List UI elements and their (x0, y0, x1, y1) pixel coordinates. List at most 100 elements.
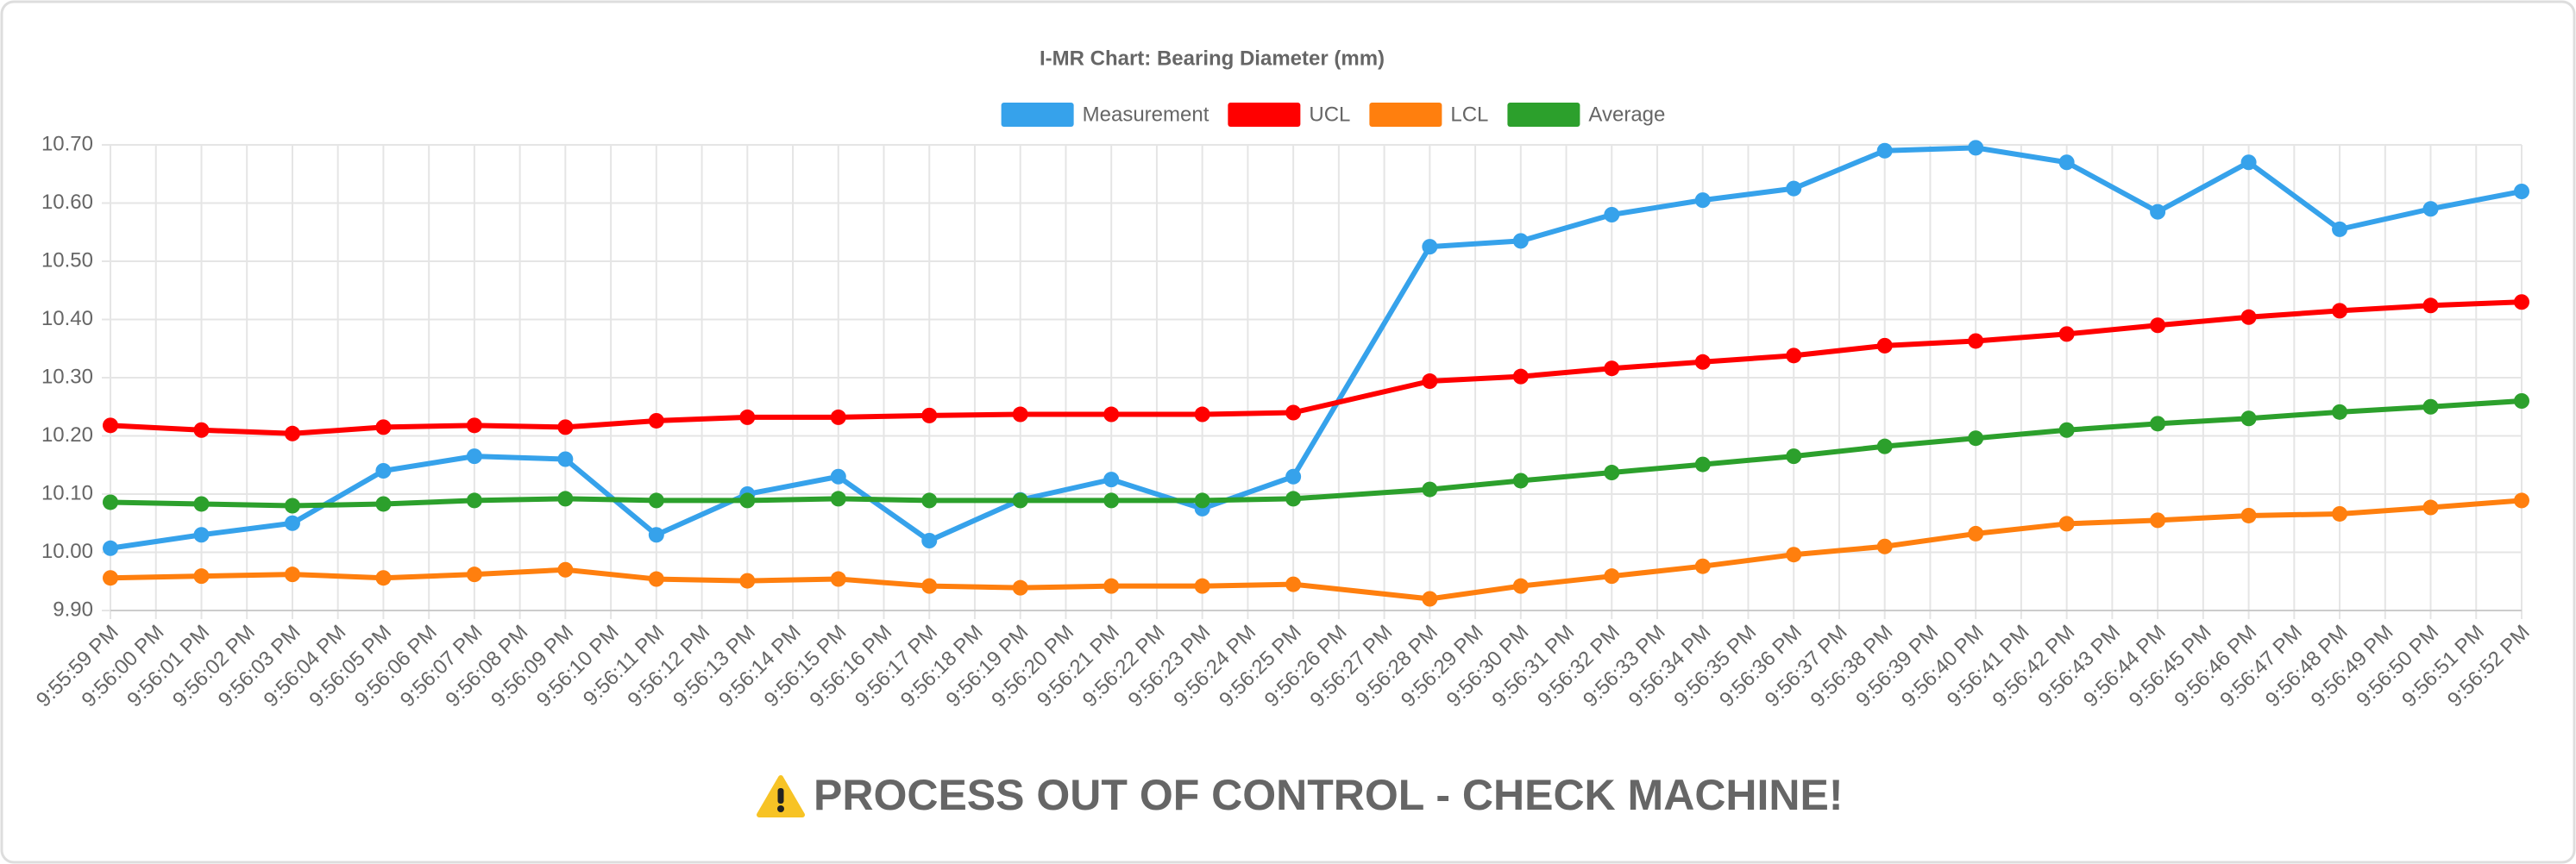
data-point (2150, 512, 2166, 529)
data-point (2058, 516, 2075, 532)
legend: Measurement UCL LCL Average (1001, 103, 1665, 127)
data-point (466, 417, 482, 434)
data-point (2058, 154, 2075, 171)
legend-swatch (1369, 103, 1442, 127)
data-point (2058, 326, 2075, 342)
data-point (193, 496, 210, 512)
data-point (2240, 309, 2257, 325)
data-point (557, 561, 574, 578)
y-tick-label: 10.20 (41, 423, 93, 447)
y-tick-label: 10.30 (41, 365, 93, 388)
alert-text: PROCESS OUT OF CONTROL - CHECK MACHINE! (814, 771, 1844, 819)
data-point (284, 498, 300, 514)
data-point (284, 425, 300, 441)
data-point (1604, 568, 1620, 585)
data-point (2150, 416, 2166, 432)
data-point (1694, 558, 1711, 574)
y-tick-label: 10.00 (41, 540, 93, 563)
data-point (1786, 448, 1802, 465)
data-point (466, 492, 482, 509)
data-point (193, 422, 210, 438)
data-point (1694, 354, 1711, 370)
chart-title: I-MR Chart: Bearing Diameter (mm) (1040, 47, 1385, 70)
legend-label: Measurement (1083, 103, 1209, 126)
data-point (1968, 430, 1984, 447)
data-point (921, 407, 938, 423)
legend-swatch (1228, 103, 1301, 127)
data-point (2422, 297, 2439, 314)
data-point (921, 492, 938, 509)
data-point (1285, 491, 1302, 507)
legend-label: Average (1588, 103, 1665, 126)
data-point (2514, 184, 2529, 199)
data-point (284, 515, 300, 531)
y-tick-label: 10.10 (41, 481, 93, 504)
data-point (1422, 239, 1438, 255)
data-point (648, 412, 664, 429)
data-point (1512, 473, 1529, 489)
data-point (830, 468, 846, 485)
data-point (1786, 547, 1802, 563)
data-point (557, 451, 574, 467)
data-point (103, 494, 118, 510)
data-point (1103, 492, 1120, 509)
data-point (2058, 422, 2075, 438)
data-point (1968, 333, 1984, 349)
data-point (557, 419, 574, 435)
data-point (1786, 347, 1802, 364)
y-tick-label: 10.40 (41, 307, 93, 330)
data-point (1876, 538, 1893, 554)
data-point (103, 540, 118, 556)
data-point (648, 492, 664, 509)
data-point (1786, 180, 1802, 197)
data-point (1968, 525, 1984, 542)
data-point (2240, 154, 2257, 171)
data-point (1103, 578, 1120, 594)
data-point (739, 492, 756, 509)
data-point (375, 570, 392, 586)
data-point (648, 571, 664, 587)
data-point (1604, 465, 1620, 481)
data-point (739, 573, 756, 589)
data-point (1604, 207, 1620, 222)
data-point (375, 496, 392, 512)
data-point (2150, 317, 2166, 334)
data-point (1422, 591, 1438, 607)
data-point (284, 567, 300, 583)
data-point (1512, 578, 1529, 594)
data-point (830, 491, 846, 507)
data-point (1876, 337, 1893, 354)
data-point (2332, 404, 2348, 420)
y-tick-label: 10.50 (41, 248, 93, 272)
data-point (2422, 499, 2439, 516)
data-point (1194, 492, 1210, 509)
data-point (1876, 142, 1893, 159)
y-tick-label: 10.70 (41, 132, 93, 155)
legend-label: UCL (1309, 103, 1350, 126)
data-point (1422, 481, 1438, 498)
data-point (739, 409, 756, 425)
data-point (2514, 294, 2529, 310)
warning-icon (757, 775, 805, 817)
data-point (830, 571, 846, 587)
y-tick-label: 9.90 (53, 598, 93, 621)
data-point (1512, 368, 1529, 385)
legend-label: LCL (1450, 103, 1488, 126)
data-point (375, 463, 392, 479)
data-point (1876, 438, 1893, 454)
data-point (1194, 406, 1210, 423)
data-point (1012, 406, 1028, 423)
data-point (375, 419, 392, 435)
data-point (193, 568, 210, 585)
data-point (1422, 373, 1438, 390)
data-point (2240, 507, 2257, 523)
data-point (1512, 233, 1529, 249)
data-point (1694, 192, 1711, 209)
data-point (648, 527, 664, 543)
data-point (2332, 303, 2348, 319)
data-point (2240, 410, 2257, 427)
data-point (1012, 492, 1028, 509)
data-point (1103, 406, 1120, 423)
